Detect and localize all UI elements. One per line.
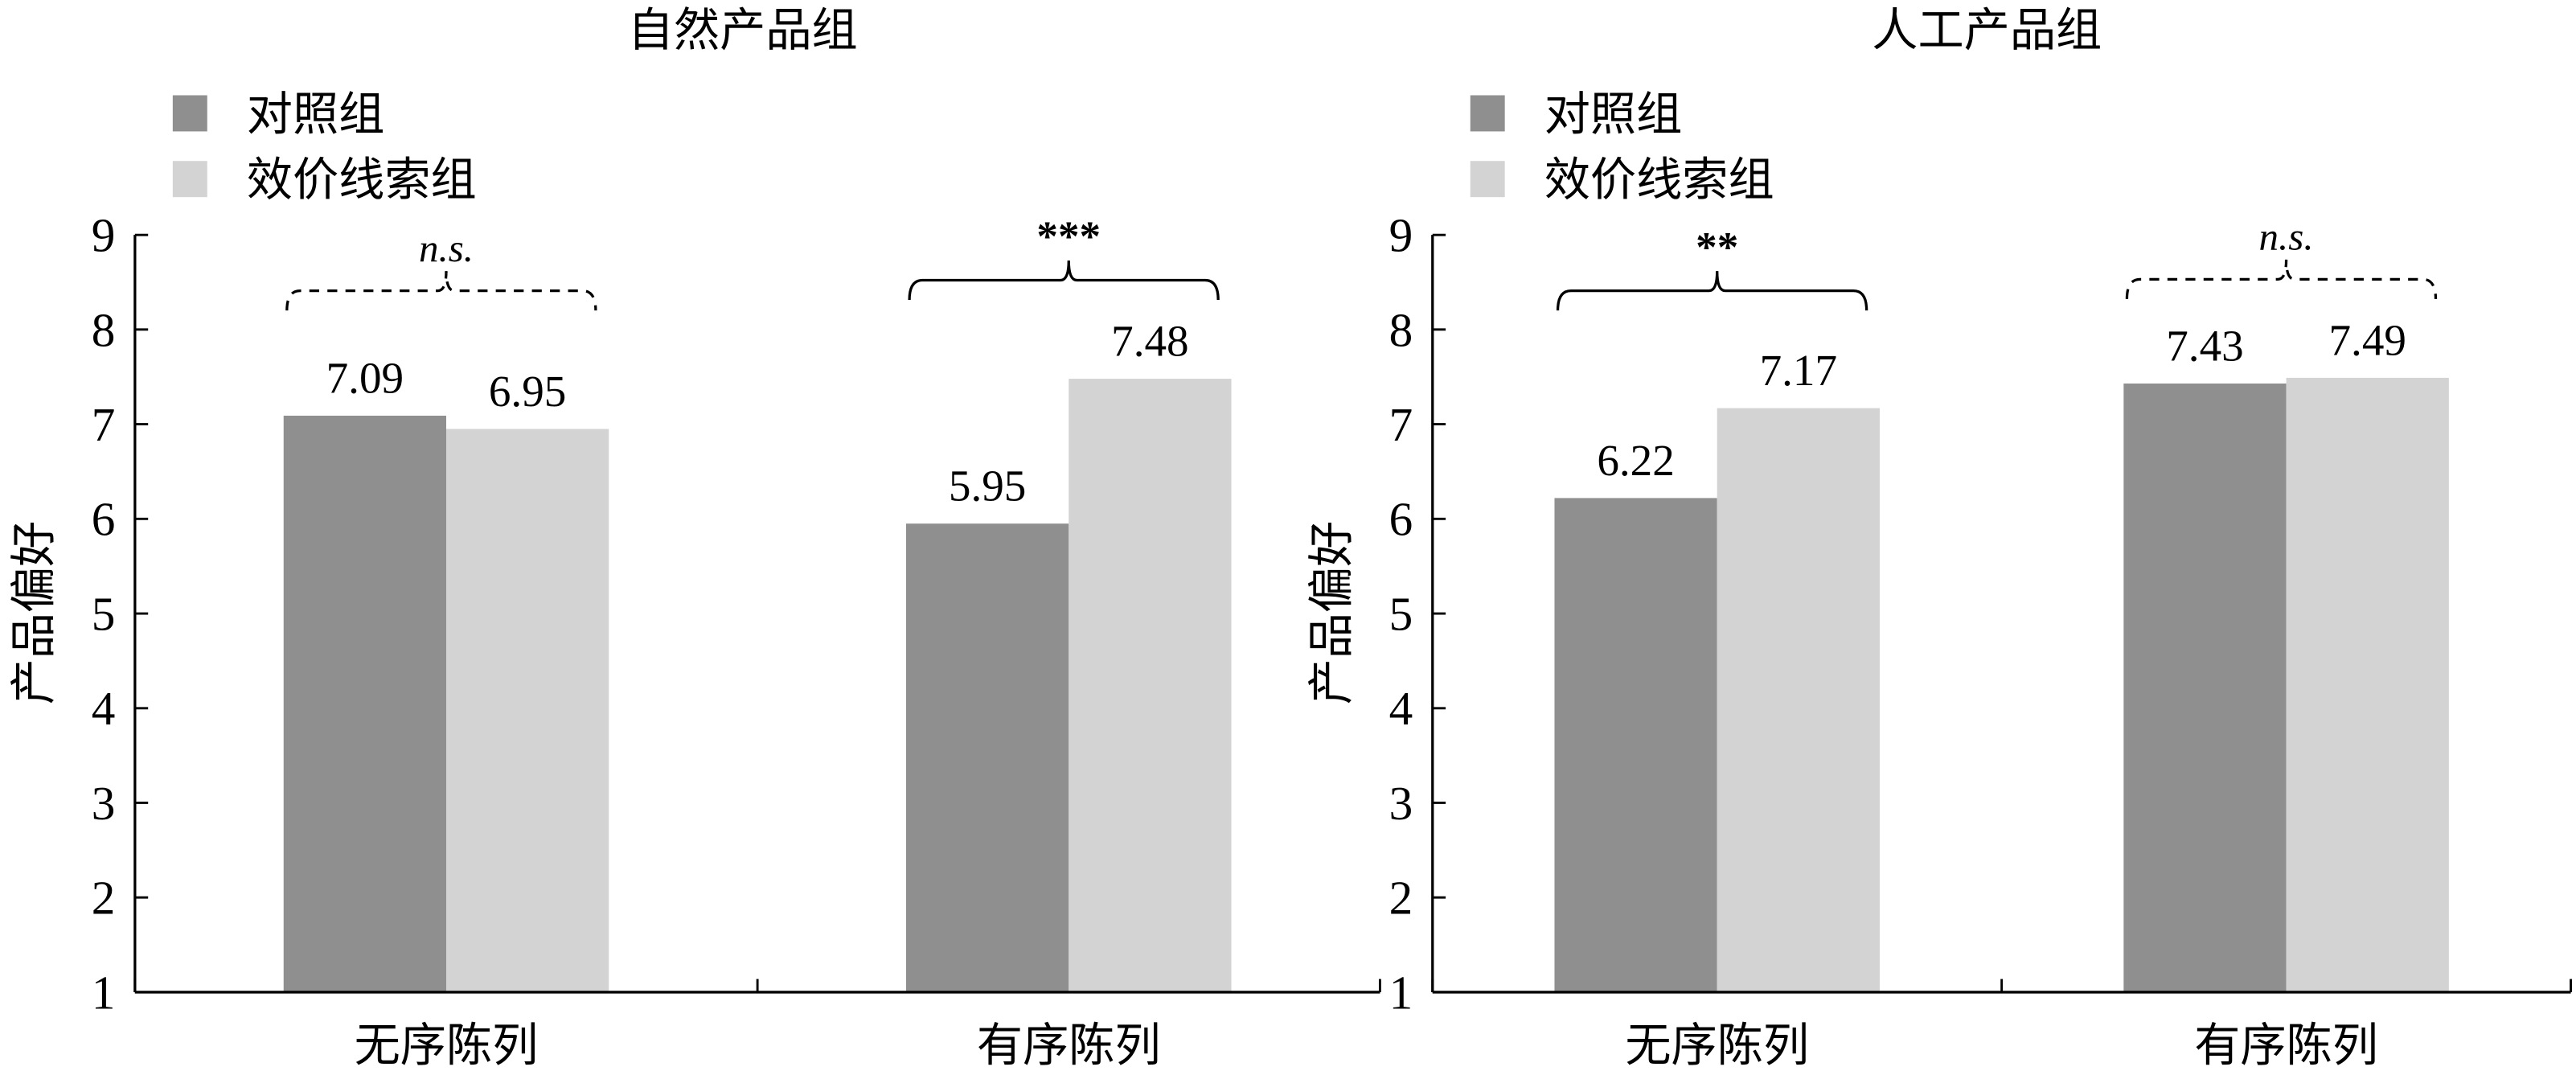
- significance-label: n.s.: [419, 226, 474, 270]
- y-axis-label: 产品偏好: [1307, 521, 1358, 705]
- y-tick-label: 8: [1389, 303, 1413, 356]
- y-tick-label: 7: [1389, 398, 1413, 451]
- significance-label: ***: [1036, 214, 1101, 261]
- y-tick-label: 5: [1389, 587, 1413, 640]
- bar: [1069, 379, 1232, 992]
- y-tick-label: 6: [1389, 493, 1413, 546]
- significance-bracket: [1556, 271, 1868, 311]
- bar: [2286, 377, 2449, 992]
- significance-label: n.s.: [2259, 215, 2314, 259]
- bar: [445, 429, 609, 992]
- y-tick-label: 7: [92, 398, 116, 451]
- y-tick-label: 9: [1389, 209, 1413, 262]
- data-label: 6.22: [1597, 436, 1675, 485]
- significance-bracket: [2125, 259, 2438, 299]
- legend-swatch: [1470, 95, 1505, 132]
- data-label: 7.43: [2166, 321, 2244, 370]
- bar: [1554, 498, 1717, 992]
- legend-label: 对照组: [1544, 89, 1683, 140]
- y-tick-label: 8: [92, 303, 116, 356]
- y-axis-label: 产品偏好: [10, 521, 60, 705]
- y-tick-label: 1: [92, 966, 116, 1019]
- y-tick-label: 2: [92, 872, 116, 925]
- legend-label: 效价线索组: [1544, 155, 1774, 206]
- chart-title: 自然产品组: [628, 6, 858, 56]
- y-tick-label: 3: [92, 777, 116, 830]
- bar: [1717, 408, 1880, 992]
- legend-swatch: [172, 95, 207, 132]
- bar: [906, 523, 1069, 992]
- significance-label: **: [1696, 224, 1738, 271]
- chart-title: 人工产品组: [1872, 6, 2102, 56]
- bar: [2123, 383, 2287, 992]
- data-label: 7.48: [1111, 316, 1188, 365]
- y-tick-label: 2: [1389, 872, 1413, 925]
- significance-bracket: [908, 260, 1220, 301]
- legend-label: 对照组: [247, 89, 385, 140]
- y-tick-label: 3: [1389, 777, 1413, 830]
- y-tick-label: 6: [92, 493, 116, 546]
- legend-swatch: [172, 161, 207, 198]
- x-tick-label: 无序陈列: [1625, 1021, 1809, 1071]
- significance-bracket: [285, 271, 597, 311]
- bar: [283, 415, 446, 992]
- y-tick-label: 4: [92, 682, 116, 735]
- data-label: 7.49: [2328, 315, 2406, 364]
- data-label: 5.95: [949, 462, 1027, 511]
- x-tick-label: 有序陈列: [977, 1021, 1161, 1071]
- data-label: 6.95: [489, 367, 567, 416]
- y-tick-label: 5: [92, 587, 116, 640]
- legend-label: 效价线索组: [247, 155, 477, 206]
- y-tick-label: 4: [1389, 682, 1413, 735]
- x-tick-label: 无序陈列: [355, 1021, 539, 1071]
- data-label: 7.17: [1760, 346, 1838, 395]
- x-tick-label: 有序陈列: [2194, 1021, 2378, 1071]
- legend-swatch: [1470, 161, 1505, 198]
- y-tick-label: 9: [92, 209, 116, 262]
- data-label: 7.09: [326, 353, 404, 402]
- y-tick-label: 1: [1389, 966, 1413, 1019]
